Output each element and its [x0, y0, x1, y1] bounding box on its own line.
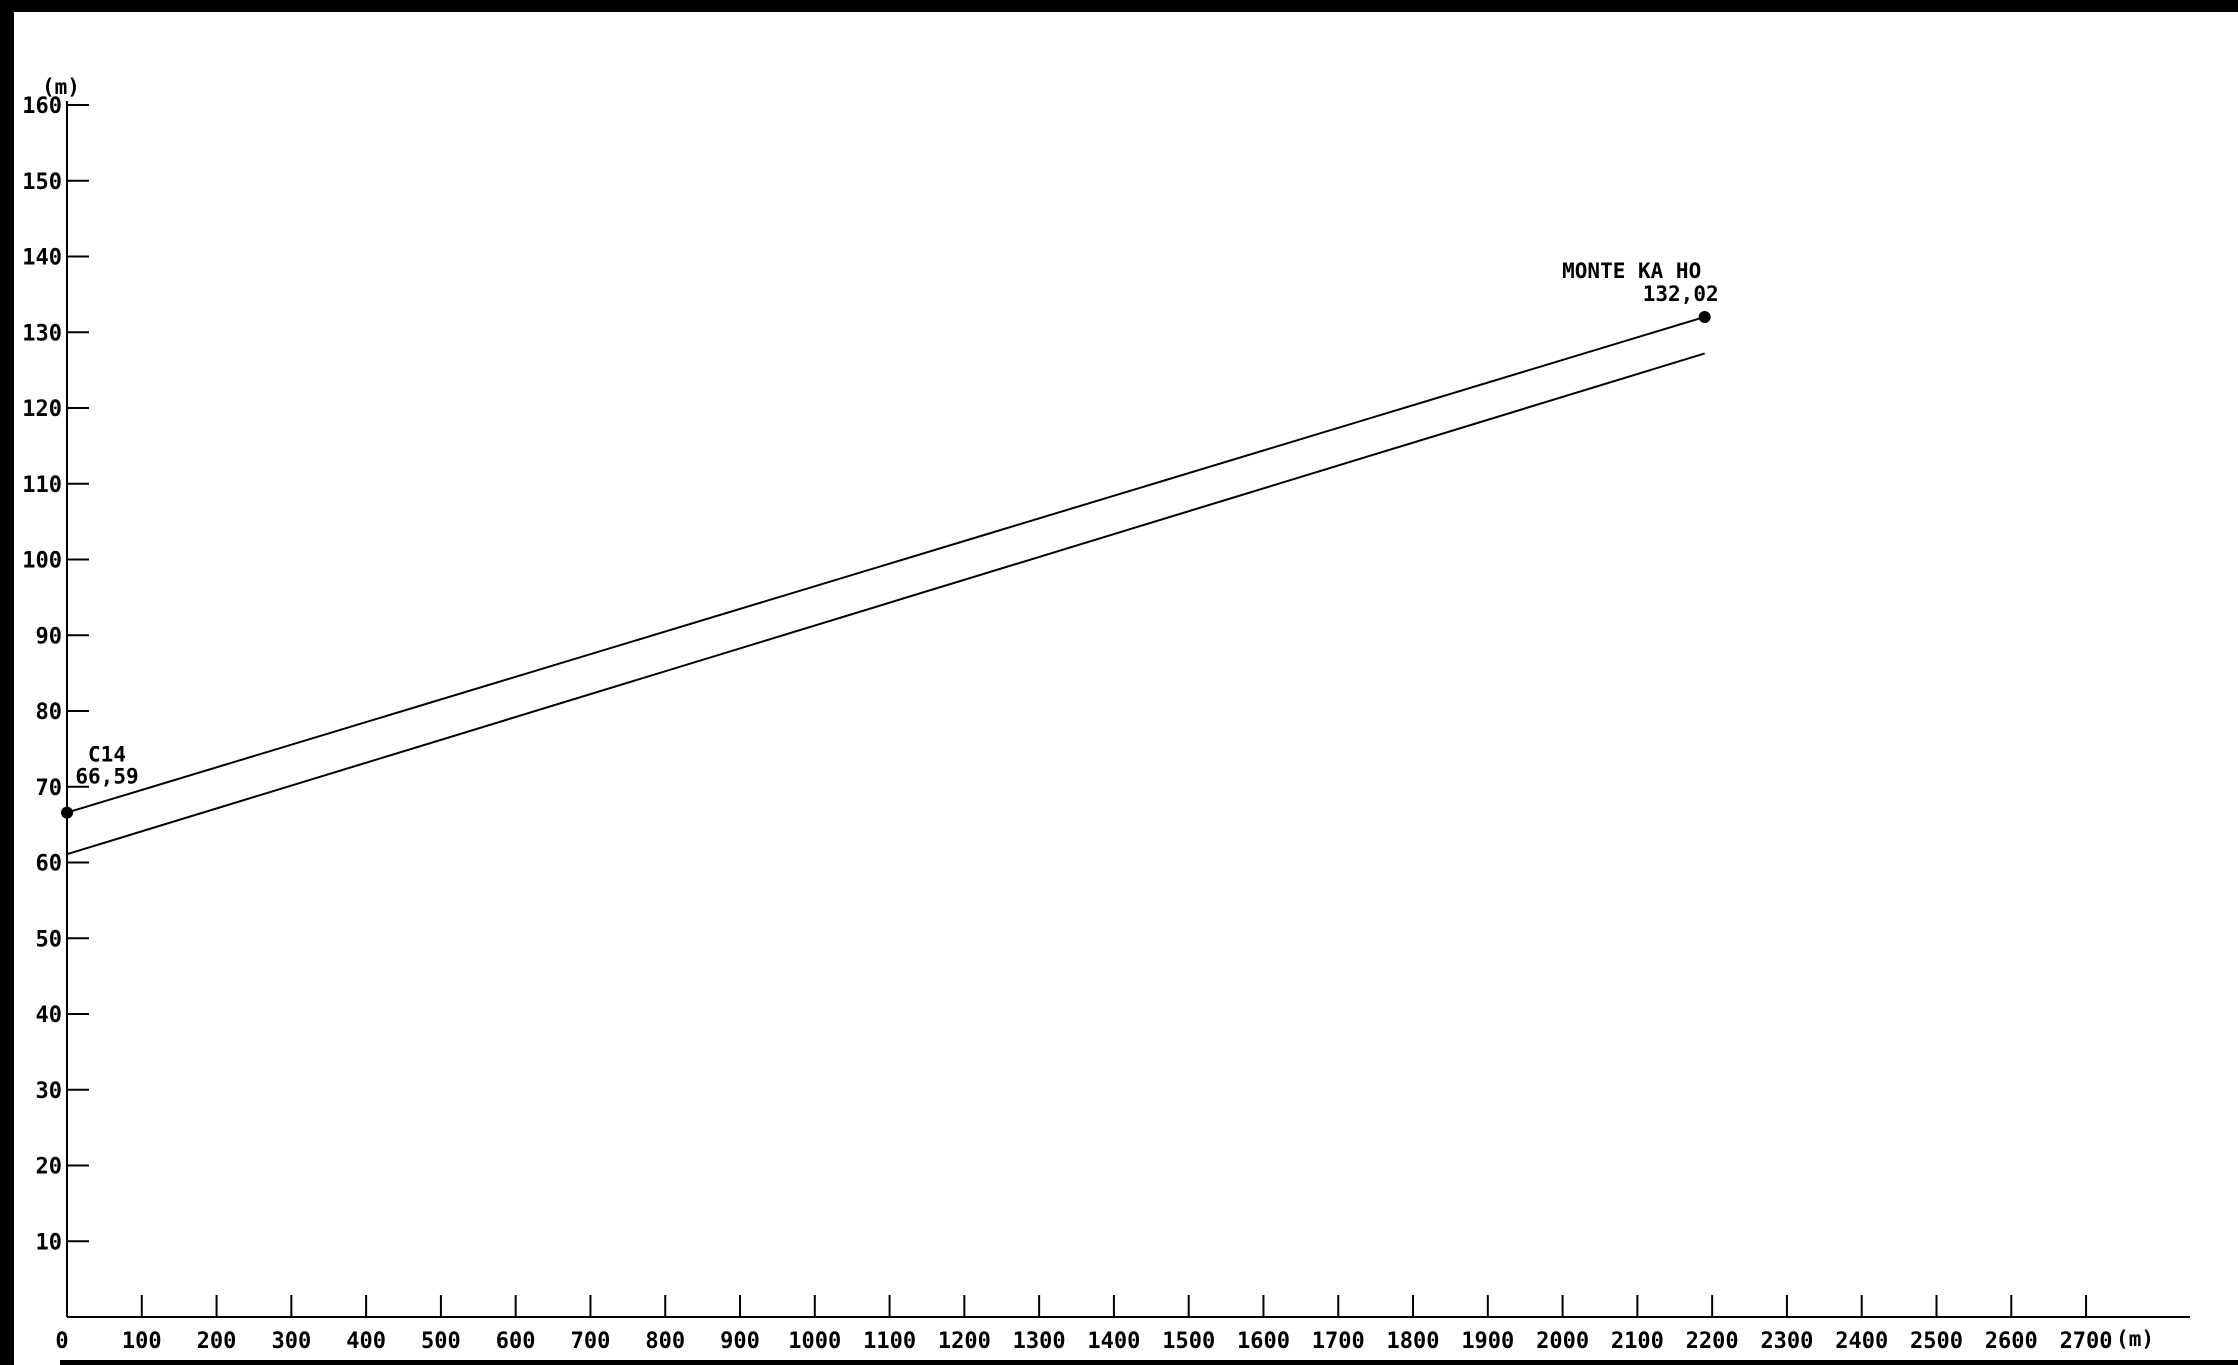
x-tick-label: 2600: [1985, 1329, 2038, 1354]
x-axis-ticks: 0 100 200 300 400 500 600 700 800 900 1000 1100 1200…: [55, 1295, 2154, 1354]
y-tick-label: 150: [22, 170, 62, 195]
x-tick-label: 1500: [1162, 1329, 1215, 1354]
x-tick-label: 1300: [1013, 1329, 1066, 1354]
x-tick-label: 600: [496, 1329, 536, 1354]
x-tick-label: 2400: [1835, 1329, 1888, 1354]
data-point-marker: [61, 806, 73, 819]
y-tick-label: 20: [36, 1155, 63, 1180]
x-tick-label: 1700: [1312, 1329, 1365, 1354]
y-tick-label: 160: [22, 94, 62, 119]
y-tick-label: 60: [36, 852, 63, 877]
x-tick-label: 200: [197, 1329, 237, 1354]
x-tick-label: 1000: [788, 1329, 841, 1354]
x-tick-label: 900: [720, 1329, 760, 1354]
x-tick-label: 2300: [1760, 1329, 1813, 1354]
point-value-label: 66,59: [75, 765, 138, 789]
x-axis-unit-label: (m): [2116, 1327, 2154, 1351]
y-tick-label: 30: [36, 1079, 63, 1104]
x-tick-label: 300: [271, 1329, 311, 1354]
x-tick-label: 0: [55, 1329, 68, 1354]
y-tick-label: 80: [36, 700, 63, 725]
y-tick-label: 10: [36, 1230, 63, 1255]
point-name-label: C14: [88, 743, 126, 767]
y-tick-label: 70: [36, 776, 63, 801]
x-tick-label: 1100: [863, 1329, 916, 1354]
x-tick-label: 2500: [1910, 1329, 1963, 1354]
y-tick-label: 40: [36, 1003, 63, 1028]
y-tick-label: 140: [22, 246, 62, 271]
x-tick-label: 700: [571, 1329, 611, 1354]
profile-line-upper: [66, 315, 1705, 814]
chart-border-left: [0, 0, 14, 1365]
series-layer: [66, 315, 1705, 856]
y-axis-ticks: 10 20 30 40 50 60 70 80 90 100 110 120 130 140 150 160: [22, 94, 89, 1255]
y-axis-unit-label: (m): [42, 75, 80, 99]
y-tick-label: 90: [36, 624, 63, 649]
data-point-marker: [1698, 310, 1711, 323]
y-tick-label: 50: [36, 927, 63, 952]
profile-line-lower: [66, 352, 1705, 856]
x-tick-label: 400: [346, 1329, 386, 1354]
x-tick-label: 800: [645, 1329, 685, 1354]
y-tick-label: 100: [22, 549, 62, 574]
x-tick-label: 2000: [1536, 1329, 1589, 1354]
y-tick-label: 110: [22, 473, 62, 498]
x-tick-label: 1400: [1087, 1329, 1140, 1354]
chart-border-bottom: [60, 1360, 2238, 1365]
chart-border-top: [0, 0, 2238, 12]
x-tick-label: 1900: [1461, 1329, 1514, 1354]
y-tick-label: 130: [22, 321, 62, 346]
x-tick-label: 100: [122, 1329, 162, 1354]
x-tick-label: 2700: [2060, 1329, 2113, 1354]
x-tick-label: 1200: [938, 1329, 991, 1354]
x-tick-label: 2100: [1611, 1329, 1664, 1354]
point-name-label: MONTE KA HO: [1562, 259, 1701, 283]
x-tick-label: 1800: [1387, 1329, 1440, 1354]
point-value-label: 132,02: [1643, 282, 1719, 306]
x-tick-label: 1600: [1237, 1329, 1290, 1354]
x-tick-label: 2200: [1686, 1329, 1739, 1354]
y-tick-label: 120: [22, 397, 62, 422]
x-tick-label: 500: [421, 1329, 461, 1354]
